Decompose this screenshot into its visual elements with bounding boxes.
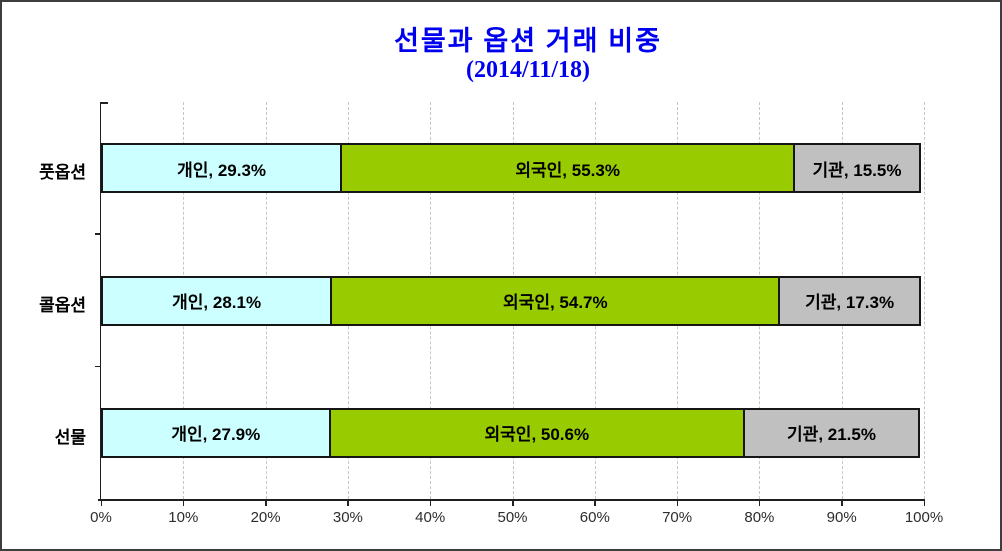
x-axis-tick [347,499,349,506]
chart-title-line1: 선물과 옵션 거래 비중 [394,26,662,56]
y-axis-category-label: 풋옵션 [39,163,86,183]
y-axis-category-label: 선물 [54,427,86,447]
chart-title: 선물과 옵션 거래 비중 (2014/11/18) [56,26,1000,83]
bar-segment: 개인, 29.3% [101,143,343,194]
x-axis-tick [182,499,185,506]
bar-segment: 개인, 27.9% [101,407,331,458]
x-axis-tick-label: 20% [250,509,281,526]
gridline [924,102,925,499]
x-axis-tick-label: 40% [415,509,446,526]
x-axis-tick [594,499,596,506]
x-axis-tick-label: 30% [332,509,363,526]
bar-segment: 기관, 15.5% [793,143,921,194]
y-axis-line [99,102,101,499]
plot-area: 0% 10% 20% 30% 40% 50% 60% 70% 80% 90% 100% 풋옵션 개인, … [39,102,943,526]
y-axis-tick [95,365,101,368]
bar-row: 개인, 29.3% 외국인, 55.3% 기관, 15.5% [101,143,921,194]
x-axis-tick-label: 60% [579,509,610,526]
x-axis-tick-label: 100% [904,509,944,526]
x-axis-tick-label: 10% [168,509,199,526]
bar-row: 개인, 28.1% 외국인, 54.7% 기관, 17.3% [101,275,921,326]
x-axis-tick [923,499,925,506]
x-axis-tick [512,499,514,506]
bar-segment: 외국인, 50.6% [328,407,746,458]
y-axis-category-label: 콜옵션 [39,295,86,315]
x-axis-tick-label: 80% [744,509,775,526]
y-axis-tick [101,102,108,104]
x-axis-tick [100,499,102,506]
x-axis-tick [841,499,843,506]
chart-title-line2: (2014/11/18) [466,57,590,83]
x-axis-tick-label: 50% [497,509,528,526]
x-axis-tick-label: 90% [826,509,857,526]
bar-segment: 기관, 21.5% [743,407,920,458]
bar-segment: 외국인, 54.7% [330,275,781,326]
bar-segment: 기관, 17.3% [778,275,921,326]
x-axis-tick-label: 70% [662,509,693,526]
x-axis-tick-label: 0% [90,509,112,526]
bar-segment: 개인, 28.1% [101,275,333,326]
x-axis-line [98,499,924,501]
y-axis-tick [95,233,101,235]
x-axis-tick [429,499,432,506]
x-axis-tick [676,499,679,506]
x-axis-tick [265,499,267,506]
x-axis-tick [758,499,761,506]
bar-segment: 외국인, 55.3% [340,143,796,194]
bar-row: 개인, 27.9% 외국인, 50.6% 기관, 21.5% [101,407,920,458]
